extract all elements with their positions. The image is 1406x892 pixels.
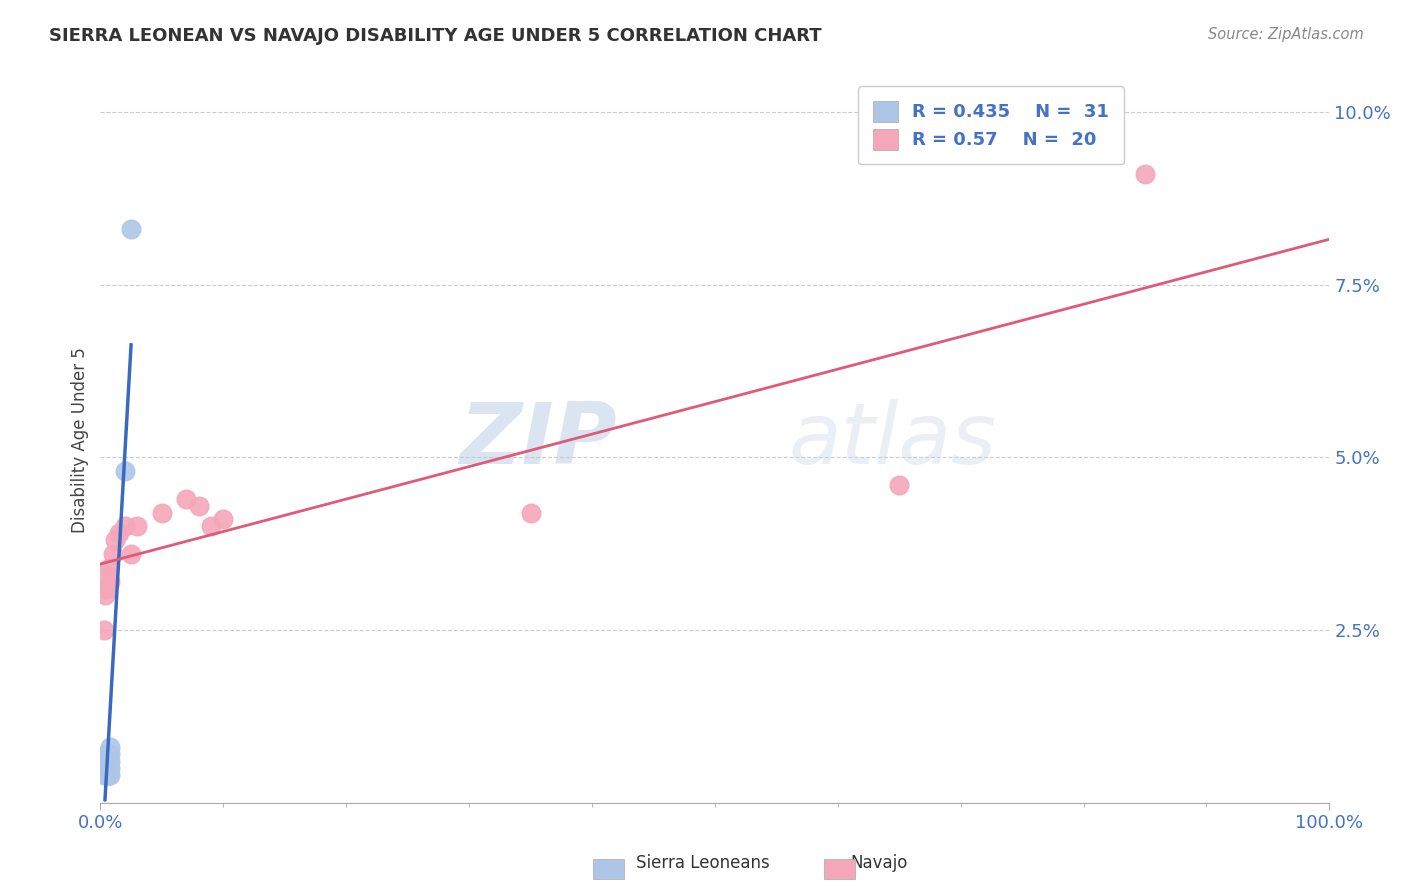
- Point: [94, 588, 117, 602]
- Point: [97, 761, 120, 775]
- Point: [91, 761, 114, 775]
- Point: [97, 768, 120, 782]
- Point: [98, 761, 121, 775]
- Point: [114, 519, 136, 533]
- Point: [96, 582, 118, 596]
- Text: ZIP: ZIP: [458, 399, 617, 482]
- Point: [150, 506, 173, 520]
- Point: [212, 512, 235, 526]
- Point: [200, 519, 222, 533]
- Point: [97, 761, 120, 775]
- Point: [97, 768, 120, 782]
- Point: [94, 754, 117, 768]
- Point: [97, 761, 120, 775]
- Point: [101, 547, 124, 561]
- Point: [93, 768, 115, 782]
- Point: [104, 533, 127, 548]
- Point: [97, 761, 120, 775]
- Point: [97, 567, 120, 582]
- Point: [96, 768, 118, 782]
- Y-axis label: Disability Age Under 5: Disability Age Under 5: [72, 347, 89, 533]
- Point: [127, 519, 149, 533]
- Point: [98, 754, 121, 768]
- Point: [98, 574, 121, 589]
- Point: [120, 547, 142, 561]
- Point: [97, 747, 120, 762]
- Point: [96, 761, 118, 775]
- Point: [93, 754, 115, 768]
- Point: [96, 747, 118, 762]
- Point: [107, 526, 129, 541]
- Point: [1133, 167, 1156, 181]
- Text: Navajo: Navajo: [851, 855, 907, 872]
- Text: Source: ZipAtlas.com: Source: ZipAtlas.com: [1208, 27, 1364, 42]
- Point: [94, 761, 117, 775]
- Point: [94, 761, 117, 775]
- Point: [98, 747, 121, 762]
- Point: [519, 506, 541, 520]
- Point: [176, 491, 198, 506]
- Point: [96, 761, 118, 775]
- Point: [93, 623, 115, 637]
- Point: [97, 561, 120, 575]
- Point: [120, 222, 142, 236]
- Point: [187, 499, 209, 513]
- Point: [97, 761, 120, 775]
- Point: [93, 761, 115, 775]
- Point: [91, 754, 114, 768]
- Point: [98, 768, 121, 782]
- Point: [97, 747, 120, 762]
- Legend: R = 0.435    N =  31, R = 0.57    N =  20: R = 0.435 N = 31, R = 0.57 N = 20: [858, 87, 1123, 164]
- Point: [114, 464, 136, 478]
- Point: [97, 754, 120, 768]
- Text: Sierra Leoneans: Sierra Leoneans: [636, 855, 770, 872]
- Point: [98, 740, 121, 755]
- Text: SIERRA LEONEAN VS NAVAJO DISABILITY AGE UNDER 5 CORRELATION CHART: SIERRA LEONEAN VS NAVAJO DISABILITY AGE …: [49, 27, 823, 45]
- Text: atlas: atlas: [789, 399, 997, 482]
- Point: [97, 754, 120, 768]
- Point: [96, 754, 118, 768]
- Point: [889, 478, 911, 492]
